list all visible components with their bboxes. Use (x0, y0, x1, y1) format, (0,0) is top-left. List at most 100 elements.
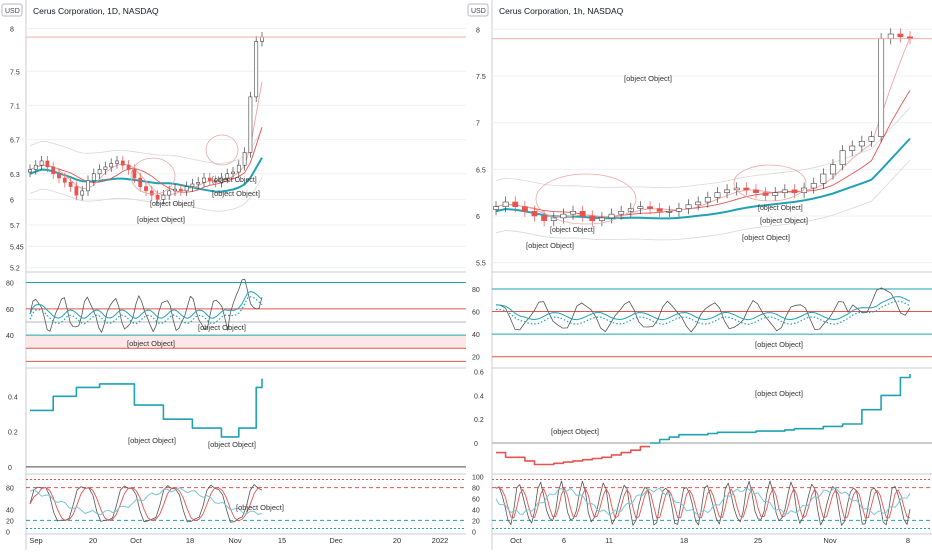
pane-daily-candle-body (184, 186, 189, 192)
pane-hourly-stoch-tick-line: 80 (472, 486, 480, 493)
pane-hourly-moxie-tick-line: 0.6 (474, 370, 484, 377)
pane-daily-x-tick-line: Dec (329, 536, 343, 545)
pane-daily-price-tick-line: 5.2 (10, 266, 20, 273)
pane-daily-x-tick: 18 (186, 536, 194, 545)
daily-annotation-1: [object Object] (150, 201, 195, 208)
pane-hourly-price-tick: 6 (476, 214, 480, 221)
hourly-highlight-1 (535, 173, 637, 225)
pane-hourly-moxie-tick: 0.2 (474, 417, 484, 424)
pane-hourly-candle-body (868, 136, 875, 142)
pane-daily-candle-body (97, 169, 102, 175)
pane-hourly-price-tick-line: 8 (476, 27, 480, 34)
pane-daily-candle-body (231, 171, 235, 175)
pane-daily-x-tick: Sep (29, 536, 42, 545)
hourly-annotation-1-line: [object Object] (550, 227, 595, 234)
pane-hourly-candle-body (704, 197, 711, 203)
pane-daily-candle-body (39, 160, 44, 166)
pane-hourly-moxie-tick: 0.4 (474, 393, 484, 400)
pane-daily-stoch-tick: 0 (6, 529, 10, 536)
pane-hourly-stoch-d (495, 487, 911, 519)
pane-hourly-candle-body (675, 208, 682, 212)
pane-hourly-mid-ma (495, 90, 911, 218)
pane-daily-osc-tick: 60 (6, 307, 14, 314)
pane-daily-candle-body (80, 190, 85, 196)
pane-hourly-candle-body (647, 206, 653, 209)
daily-annotation-2: [object Object] (212, 177, 257, 184)
pane-daily-candle-body (167, 190, 172, 196)
pane-daily-price-tick-line: 5.7 (10, 223, 20, 230)
pane-daily-price-tick: 8 (10, 27, 14, 34)
pane-daily-candle-body (91, 173, 96, 181)
pane-daily-currency-label: USD (5, 8, 20, 15)
pane-hourly-x-tick: 8 (906, 536, 910, 545)
pane-daily-stoch-k (29, 484, 263, 523)
pane-hourly-x-tick: 25 (754, 536, 762, 545)
pane-hourly-candle-body (541, 215, 548, 221)
pane-daily-x-tick-line: 2022 (432, 536, 449, 545)
hourly-annotation-trampoline: [object Object] (760, 216, 808, 225)
pane-daily-candle-body (138, 177, 143, 187)
pane-hourly-osc-tick-line: 80 (472, 287, 480, 294)
hourly-highlight-2 (733, 164, 807, 202)
pane-daily-osc-tick: 80 (6, 281, 14, 288)
pane-daily-stoch-tick-line: 20 (6, 518, 14, 525)
pane-hourly-moxie-tick-line: 0.2 (474, 417, 484, 424)
pane-hourly-candle-body (521, 206, 528, 212)
daily-annotation-short-sto: [object Object] (236, 503, 284, 512)
pane-daily-candle-body (196, 182, 201, 185)
pane-daily-x-tick: 2022 (432, 536, 449, 545)
pane-daily-osc-tick-line: 60 (6, 307, 14, 314)
pane-daily-x-tick-line: 20 (89, 536, 97, 545)
pane-hourly-x-tick-line: Oct (510, 536, 523, 545)
pane-hourly-x-tick-line: 8 (906, 536, 910, 545)
pane-daily-candle-body (242, 152, 247, 166)
pane-hourly-stoch-tick: 40 (472, 507, 480, 514)
pane-hourly-stoch-tick-line: 100 (472, 475, 484, 482)
pane-hourly-stoch-tick-line: 0 (472, 529, 476, 536)
pane-hourly-osc-tick-line: 40 (472, 332, 480, 339)
pane-daily-stoch-long (29, 487, 263, 516)
pane-daily-moxie-tick-line: 0 (8, 465, 12, 472)
hourly-annotation-trampoline-line: [object Object] (760, 216, 808, 225)
pane-daily-price-tick: 5.45 (10, 244, 24, 251)
daily-annotation-held-midline-line: [object Object] (198, 323, 246, 332)
pane-hourly-moxie-tick: 0.6 (474, 370, 484, 377)
pane-daily-candle-body (51, 166, 56, 175)
pane-daily-candle-body (144, 186, 148, 192)
daily-annotation-price-below-1: [object Object] (128, 436, 176, 445)
pane-hourly-x-tick: Oct (510, 536, 523, 545)
pane-hourly-candle-body (849, 145, 856, 151)
pane-hourly-osc-tick: 80 (472, 287, 480, 294)
daily-annotation-short-sto-line: [object Object] (236, 503, 284, 512)
hourly-annotation-2-line: [object Object] (758, 205, 803, 212)
pane-hourly-candle-body (570, 211, 576, 215)
pane-daily-candle-body (161, 194, 166, 200)
pane-hourly-candle-body (830, 164, 836, 175)
pane-hourly-stoch-tick-line: 40 (472, 507, 480, 514)
pane-hourly-candle-body (695, 201, 702, 206)
pane-daily-moxie-tick: 0 (8, 465, 12, 472)
pane-daily-candle-body (149, 190, 154, 196)
pane-daily-title: Cerus Corporation, 1D, NASDAQ (33, 6, 159, 16)
pane-daily-fast-ma (29, 81, 263, 196)
pane-daily-x-tick-line: Sep (29, 536, 42, 545)
hourly-annotation-1: [object Object] (550, 227, 595, 234)
pane-daily-x-tick: Dec (329, 536, 343, 545)
pane-hourly-osc-tick-line: 60 (472, 310, 480, 317)
pane-daily-candle-body (254, 41, 259, 98)
pane-daily-price-tick: 6 (10, 197, 14, 204)
pane-hourly-candle-body (502, 201, 509, 207)
hourly-annotation-explanation-line: [object Object] (624, 74, 672, 83)
pane-hourly-currency-label: USD (471, 8, 486, 15)
hourly-annotation-initial-trampoline: [object Object] (526, 241, 574, 250)
daily-annotation-trampoline: [object Object] (212, 189, 260, 198)
pane-hourly-candle-body (579, 211, 586, 217)
pane-hourly-x-tick-line: 18 (680, 536, 688, 545)
pane-daily-candle-body (120, 160, 125, 166)
pane-daily-price-tick-line: 6.3 (10, 172, 20, 179)
pane-daily-osc-tick-line: 40 (6, 333, 14, 340)
pane-hourly-osc-dotted (495, 300, 911, 325)
pane-daily-stoch-d (29, 487, 263, 522)
pane-hourly-osc-tick: 40 (472, 332, 480, 339)
pane-daily-moxie-tick: 0.4 (8, 394, 18, 401)
